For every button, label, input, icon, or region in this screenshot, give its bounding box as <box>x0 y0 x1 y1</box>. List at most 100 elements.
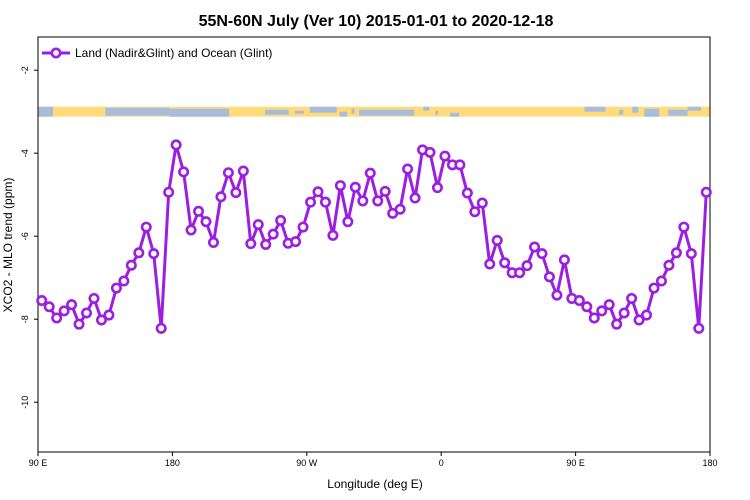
data-point <box>349 181 361 193</box>
x-tick-label: 0 <box>439 458 444 468</box>
data-point <box>275 214 287 226</box>
data-point <box>51 312 63 324</box>
data-point <box>66 299 78 311</box>
data-point <box>110 282 122 294</box>
data-point <box>245 238 257 250</box>
y-tick-label: -10 <box>20 396 30 409</box>
data-point <box>551 289 563 301</box>
data-point <box>521 260 533 272</box>
data-point <box>103 309 115 321</box>
data-point <box>648 282 660 294</box>
data-point <box>95 314 107 326</box>
data-point <box>215 191 227 203</box>
data-point <box>170 139 182 151</box>
x-tick-label: 90 E <box>566 458 585 468</box>
legend: Land (Nadir&Glint) and Ocean (Glint) <box>42 46 272 60</box>
ocean-patch <box>264 109 289 115</box>
data-point <box>484 258 496 270</box>
data-point <box>394 203 406 215</box>
x-axis: 90 E 180 90 W 0 90 E 180 <box>29 452 718 468</box>
data-point <box>185 224 197 236</box>
data-point <box>626 292 638 304</box>
data-point <box>237 165 249 177</box>
data-point <box>693 322 705 334</box>
data-point <box>88 292 100 304</box>
data-point <box>73 318 85 330</box>
ocean-patch <box>351 108 355 114</box>
data-point <box>424 146 436 158</box>
plot-frame <box>37 36 711 453</box>
ocean-patch <box>423 106 430 111</box>
data-point <box>342 216 354 228</box>
x-tick-label: 90 E <box>29 458 48 468</box>
data-point <box>305 196 317 208</box>
data-point <box>670 247 682 259</box>
data-point <box>491 234 503 246</box>
ocean-patch <box>450 112 460 117</box>
chart-title: 55N-60N July (Ver 10) 2015-01-01 to 2020… <box>199 13 554 30</box>
data-point <box>36 295 48 307</box>
x-tick-label: 180 <box>165 458 180 468</box>
data-point <box>125 259 137 271</box>
data-point <box>327 229 339 241</box>
data-point <box>334 180 346 192</box>
data-point <box>573 295 585 307</box>
data-point <box>581 301 593 313</box>
data-point <box>230 187 242 199</box>
data-point <box>678 221 690 233</box>
ocean-patch <box>359 109 415 116</box>
data-point <box>514 267 526 279</box>
data-point <box>431 182 443 194</box>
data-point <box>461 187 473 199</box>
data-point <box>409 192 421 204</box>
data-point <box>81 307 93 319</box>
ocean-patch <box>435 110 439 115</box>
data-point <box>655 275 667 287</box>
ocean-patch <box>668 109 688 116</box>
ocean-patch <box>687 106 702 111</box>
ocean-patch <box>294 110 304 114</box>
x-tick-label: 180 <box>702 458 717 468</box>
data-point <box>588 312 600 324</box>
series-layer <box>36 139 712 334</box>
data-point <box>43 301 55 313</box>
y-tick-label: -8 <box>20 315 30 323</box>
y-tick-label: -4 <box>20 149 30 157</box>
ocean-patch <box>632 106 639 113</box>
ocean-patch <box>339 111 348 117</box>
data-point <box>536 248 548 260</box>
y-tick-label: -6 <box>20 232 30 240</box>
data-point <box>529 241 541 253</box>
data-point <box>499 257 511 269</box>
data-point <box>252 219 264 231</box>
data-point <box>312 186 324 198</box>
data-point <box>663 259 675 271</box>
ocean-patch <box>584 106 606 112</box>
x-tick-label: 90 W <box>296 458 318 468</box>
data-point <box>357 195 369 207</box>
data-point <box>633 314 645 326</box>
y-axis: -2 -4 -6 -8 -10 <box>20 66 38 409</box>
data-point <box>207 236 219 248</box>
data-point <box>267 228 279 240</box>
data-point <box>260 239 272 251</box>
data-point <box>558 254 570 266</box>
data-point <box>611 318 623 330</box>
data-point <box>290 236 302 248</box>
legend-marker <box>50 47 62 59</box>
ocean-patch <box>169 108 230 117</box>
data-point <box>118 275 130 287</box>
ocean-patch <box>618 109 624 115</box>
data-point <box>603 299 615 311</box>
ocean-patch <box>309 106 337 113</box>
ocean-patch <box>38 106 53 117</box>
ocean-patch <box>105 107 170 116</box>
data-point <box>469 206 481 218</box>
data-point <box>454 159 466 171</box>
data-point <box>193 205 205 217</box>
data-point <box>222 167 234 179</box>
x-axis-label: Longitude (deg E) <box>327 477 422 491</box>
data-point <box>476 197 488 209</box>
data-point <box>379 185 391 197</box>
